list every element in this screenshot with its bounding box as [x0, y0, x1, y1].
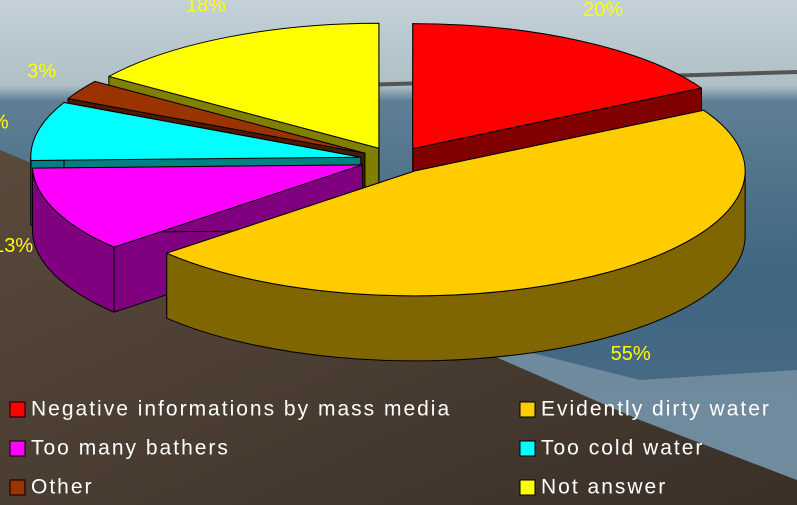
legend-label: Too many bathers: [31, 437, 230, 460]
legend-label: Not answer: [541, 476, 667, 499]
legend-swatch: [10, 480, 25, 495]
legend-label: Negative informations by mass media: [31, 398, 451, 421]
legend-label: Evidently dirty water: [541, 398, 771, 421]
legend-swatch: [520, 441, 535, 456]
legend-swatch: [520, 480, 535, 495]
data-label: 9%: [0, 112, 9, 134]
data-label: 13%: [0, 235, 33, 257]
data-label: 18%: [186, 0, 226, 17]
chart: Negative informations by mass media Evide…: [0, 0, 797, 505]
data-label: 20%: [583, 0, 623, 21]
legend-swatch: [10, 402, 25, 417]
data-label: 55%: [611, 343, 651, 365]
data-label: 3%: [27, 60, 56, 82]
legend-swatch: [520, 402, 535, 417]
legend-label: Other: [31, 476, 94, 499]
legend-label: Too cold water: [541, 437, 704, 460]
legend-swatch: [10, 441, 25, 456]
